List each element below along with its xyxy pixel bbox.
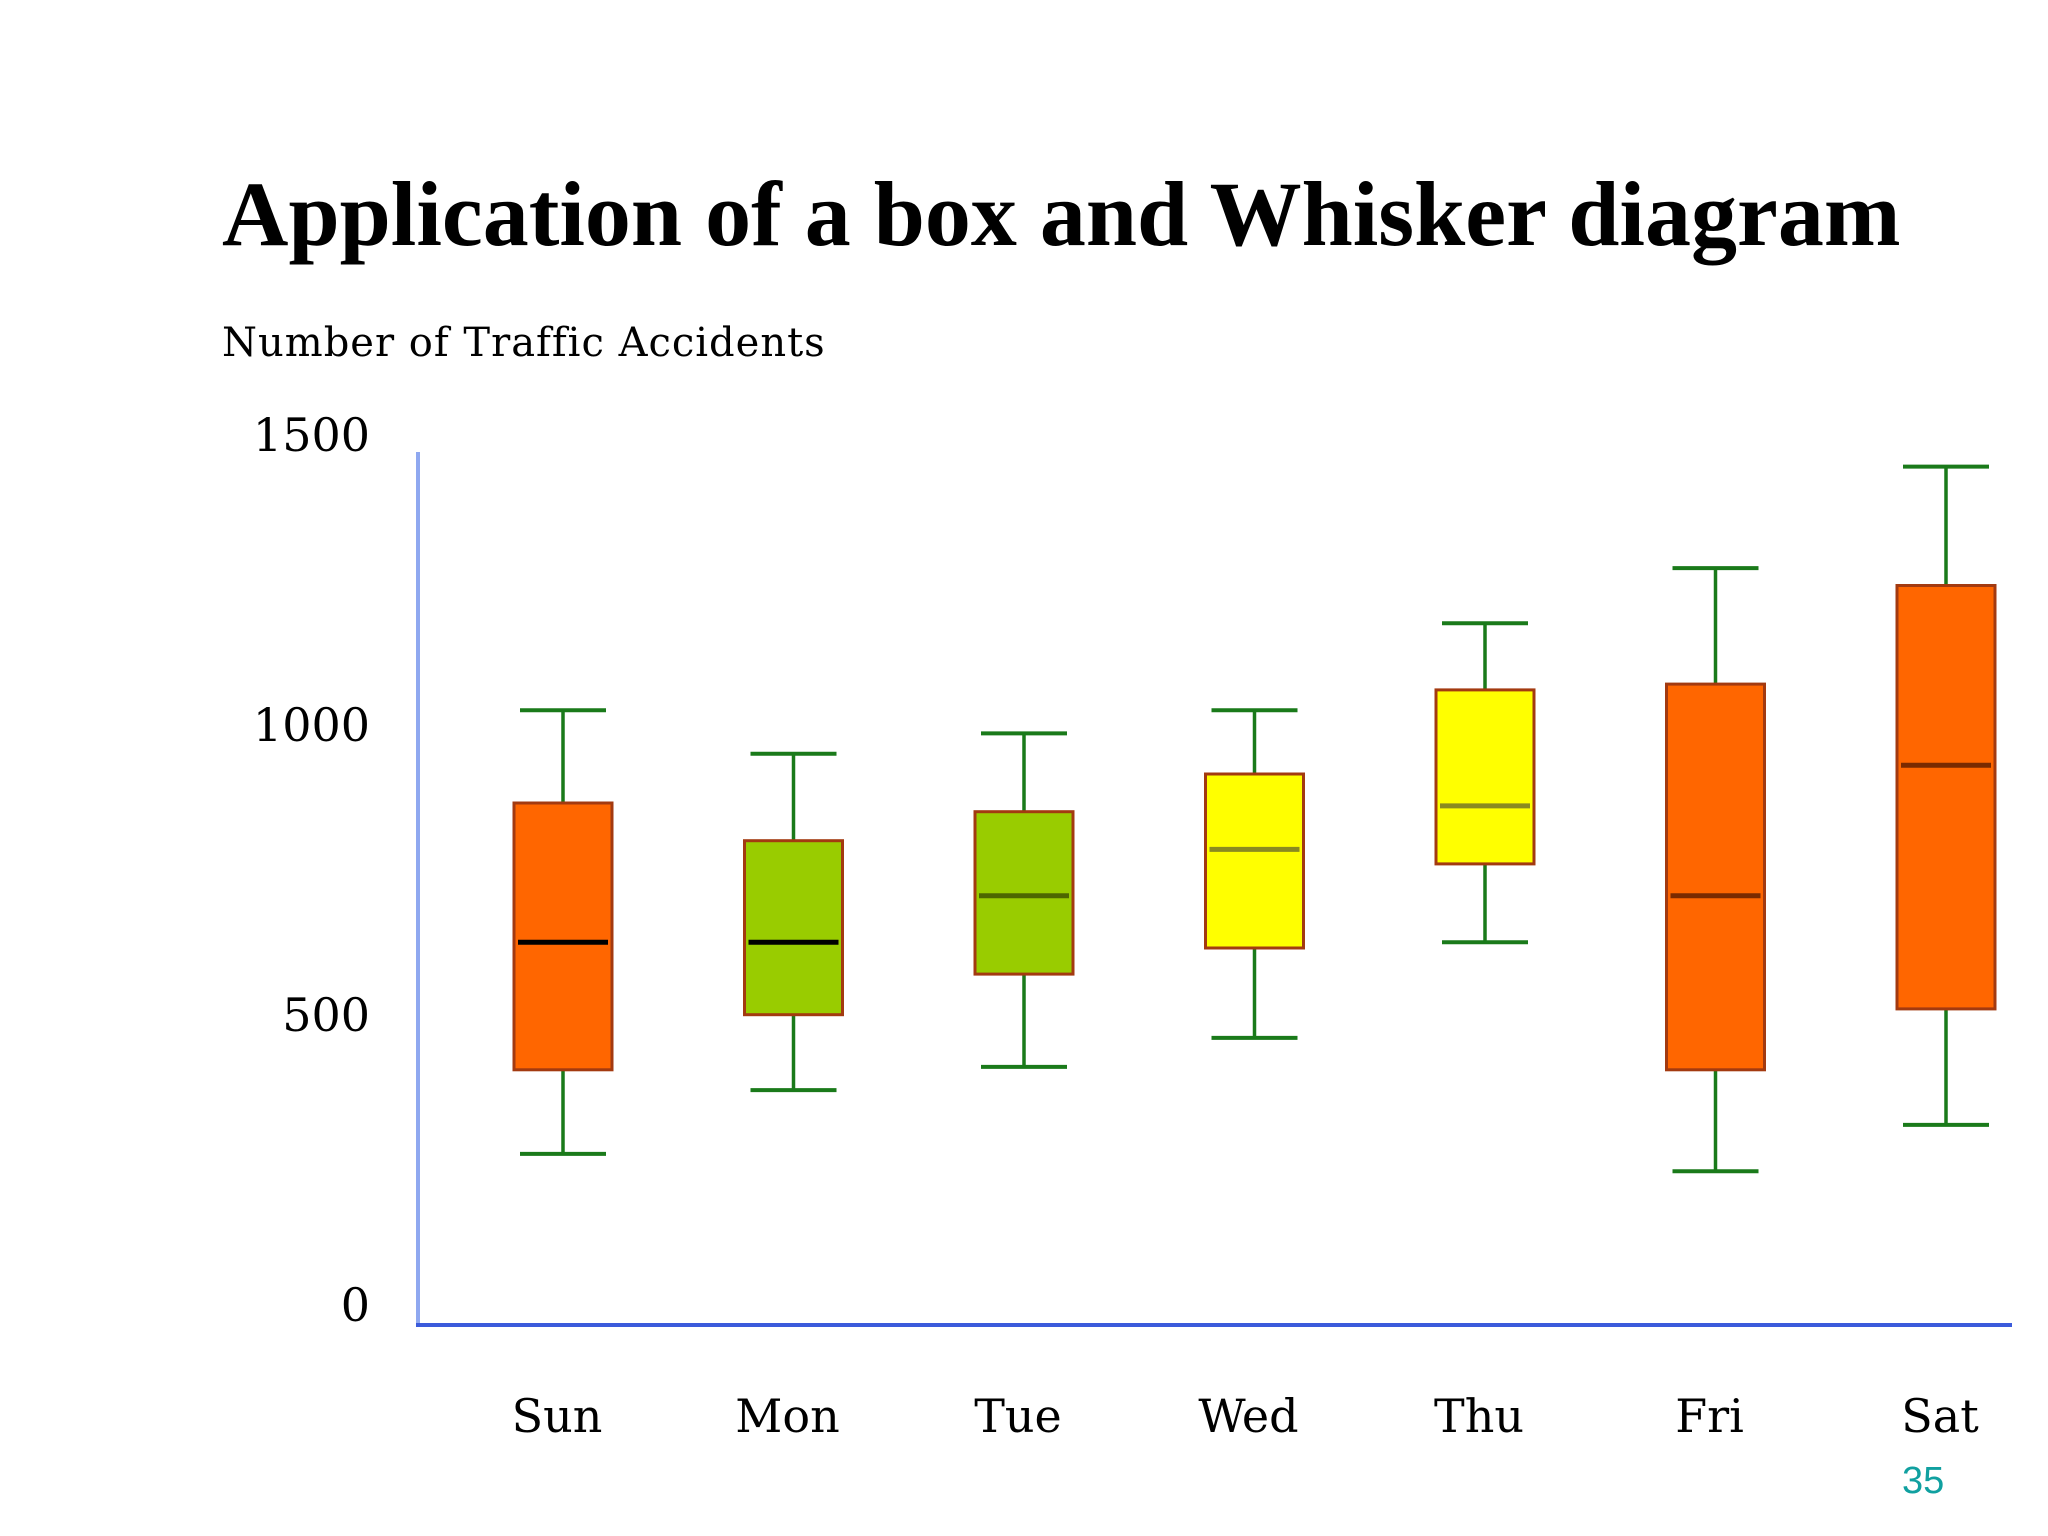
box-wed	[1204, 708, 1305, 1040]
y-tick-label: 1500	[253, 408, 370, 462]
category-label: Sat	[1901, 1389, 1979, 1443]
box-iqr	[1434, 688, 1536, 866]
slide-title: Application of a box and Whisker diagram	[222, 163, 1901, 265]
box-fri	[1665, 566, 1766, 1174]
category-label: Sun	[512, 1389, 603, 1443]
category-label: Mon	[735, 1389, 839, 1443]
box-iqr	[512, 801, 614, 1072]
box-iqr	[1895, 584, 1997, 1011]
box-tue	[973, 731, 1075, 1069]
box-sat	[1895, 464, 1997, 1127]
category-label: Wed	[1198, 1389, 1298, 1443]
box-thu	[1434, 621, 1536, 945]
category-label: Thu	[1434, 1389, 1524, 1443]
y-tick-label: 0	[341, 1278, 370, 1332]
box-iqr	[973, 810, 1075, 976]
page-number: 35	[1902, 1460, 1945, 1502]
box-iqr	[1665, 682, 1766, 1072]
category-label: Fri	[1675, 1389, 1744, 1443]
y-tick-label: 500	[282, 988, 370, 1042]
box-sun	[512, 708, 614, 1156]
box-iqr	[1204, 772, 1305, 950]
box-iqr	[743, 839, 844, 1017]
category-label: Tue	[974, 1389, 1062, 1443]
y-tick-label: 1000	[253, 698, 370, 752]
chart-title: Number of Traffic Accidents	[222, 320, 826, 366]
box-mon	[743, 751, 844, 1093]
